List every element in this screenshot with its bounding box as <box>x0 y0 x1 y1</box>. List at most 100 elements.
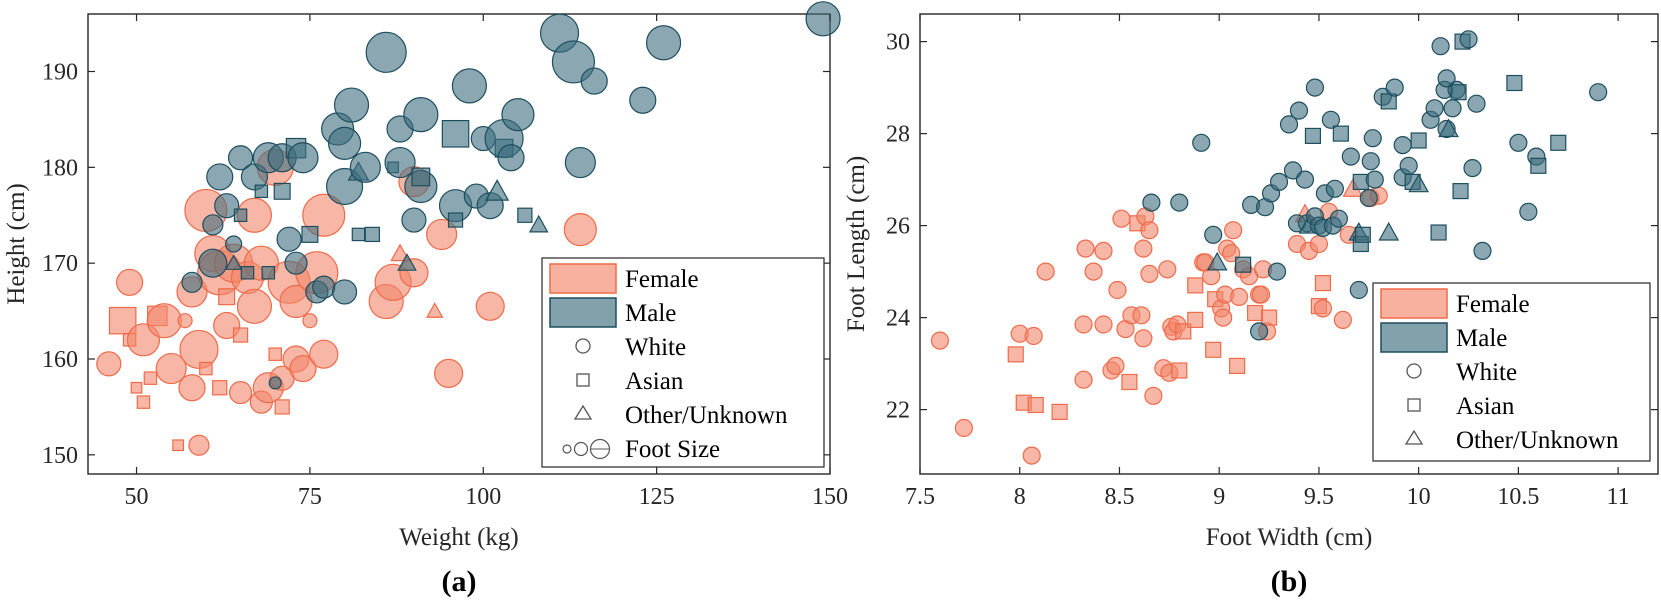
male-point-a-21 <box>301 225 319 243</box>
ticks-b: 7.5 8 8.5 9 9.5 10 10.5 11 22 24 26 28 30 <box>886 14 1658 510</box>
male-point-a-61 <box>645 25 682 61</box>
male-point-b-30 <box>1341 147 1360 166</box>
male-point-b-52 <box>1430 224 1447 241</box>
male-point-b-38 <box>1363 129 1382 148</box>
female-point-a-26 <box>228 380 253 405</box>
legend-square-marker-b <box>1407 398 1421 412</box>
male-point-a-3 <box>206 163 234 191</box>
xtick-label-a-0: 50 <box>125 484 149 510</box>
female-point-a-52 <box>433 358 464 388</box>
panel-a: 50 75 100 125 150 150 160 170 180 190 Weight (kg)… <box>3 1 848 598</box>
ytick-label-b-0: 22 <box>886 398 910 424</box>
male-point-a-14 <box>268 376 282 390</box>
male-point-a-37 <box>397 253 417 271</box>
female-point-b-19 <box>1112 209 1131 228</box>
female-point-a-14 <box>178 374 206 402</box>
male-point-a-4 <box>214 193 240 219</box>
male-point-b-28 <box>1329 209 1348 228</box>
xtick-label-b-6: 10.5 <box>1497 484 1539 510</box>
legend-female-swatch-b <box>1380 288 1448 319</box>
female-point-b-30 <box>1144 386 1163 405</box>
legend-other-label-b: Other/Unknown <box>1456 427 1619 454</box>
male-point-a-58 <box>564 146 596 179</box>
female-point-a-2 <box>116 268 144 296</box>
male-point-a-40 <box>403 97 439 133</box>
male-point-a-62 <box>805 1 841 37</box>
female-point-b-29 <box>1140 221 1159 240</box>
male-point-a-45 <box>451 68 488 104</box>
female-point-b-66 <box>1309 234 1329 254</box>
legend-male-swatch <box>549 297 617 328</box>
female-point-a-41 <box>302 313 318 329</box>
xtick-label-a-4: 150 <box>812 484 848 510</box>
female-point-a-44 <box>309 339 339 369</box>
ytick-label-a-3: 180 <box>42 155 78 181</box>
male-point-b-46 <box>1399 156 1418 175</box>
legend-footsize-label: Foot Size <box>625 436 720 463</box>
male-point-b-49 <box>1408 173 1430 193</box>
legend-b: Female Male White Asian Other/Unknown <box>1372 282 1651 462</box>
female-point-b-2 <box>1007 346 1024 363</box>
female-point-a-28 <box>236 288 273 324</box>
female-point-b-13 <box>1084 262 1103 281</box>
male-point-a-28 <box>333 87 370 123</box>
xtick-label-a-2: 100 <box>465 484 501 510</box>
female-point-a-17 <box>199 361 213 376</box>
male-point-a-6 <box>224 254 243 270</box>
male-point-b-16 <box>1295 170 1315 189</box>
legend-circle-marker-b <box>1406 363 1422 379</box>
female-point-b-52 <box>1229 357 1246 374</box>
female-point-b-68 <box>1314 275 1331 292</box>
male-point-a-53 <box>501 98 535 132</box>
female-point-b-17 <box>1106 356 1125 375</box>
legend-male-label-b: Male <box>1456 325 1507 352</box>
male-point-b-48 <box>1410 132 1427 149</box>
xlabel-b: Foot Width (cm) <box>1206 524 1373 551</box>
male-point-b-0 <box>1142 193 1161 212</box>
male-point-b-21 <box>1305 78 1325 97</box>
male-point-b-13 <box>1283 161 1303 180</box>
male-point-b-11 <box>1269 172 1289 191</box>
male-point-a-42 <box>441 119 470 148</box>
female-point-a-53 <box>475 291 505 321</box>
male-point-a-25 <box>327 126 362 160</box>
male-point-a-49 <box>485 179 510 201</box>
male-point-b-43 <box>1385 78 1404 97</box>
male-point-b-64 <box>1463 159 1482 178</box>
ticks-a: 50 75 100 125 150 150 160 170 180 190 <box>42 14 848 510</box>
legend-triangle-marker <box>573 404 593 420</box>
male-point-a-41 <box>411 167 431 187</box>
female-point-a-23 <box>218 288 236 306</box>
male-point-a-36 <box>384 146 416 179</box>
legend-a: Female Male White Asian Other/Unknown Fo… <box>541 257 825 468</box>
male-point-b-36 <box>1359 188 1378 208</box>
male-point-a-2 <box>202 214 224 236</box>
male-point-b-71 <box>1530 157 1547 174</box>
legend-white-label: White <box>625 334 686 361</box>
xtick-label-b-0: 7.5 <box>905 484 935 510</box>
male-point-b-73 <box>1589 83 1608 102</box>
female-point-b-15 <box>1094 241 1113 260</box>
female-point-a-15 <box>179 329 219 370</box>
legend-asian-label: Asian <box>625 368 684 395</box>
male-point-a-23 <box>312 275 336 299</box>
legend-white-label-b: White <box>1456 359 1517 386</box>
male-point-a-55 <box>528 214 549 233</box>
male-point-b-39 <box>1365 170 1384 189</box>
female-point-b-26 <box>1134 329 1153 348</box>
male-point-b-61 <box>1452 183 1469 200</box>
female-point-b-40 <box>1187 277 1204 294</box>
ytick-label-b-1: 24 <box>886 306 910 332</box>
female-point-b-53 <box>1230 287 1249 306</box>
male-point-b-7 <box>1249 322 1269 341</box>
female-point-b-47 <box>1214 308 1233 327</box>
female-point-a-16 <box>188 434 210 456</box>
female-point-b-7 <box>1024 326 1043 346</box>
ytick-label-a-0: 150 <box>42 443 78 469</box>
male-point-b-66 <box>1473 241 1492 260</box>
male-point-b-51 <box>1425 99 1444 118</box>
female-point-b-9 <box>1051 403 1068 420</box>
ytick-label-b-3: 28 <box>886 122 910 148</box>
male-point-b-2 <box>1192 133 1211 152</box>
female-point-b-25 <box>1134 239 1153 258</box>
